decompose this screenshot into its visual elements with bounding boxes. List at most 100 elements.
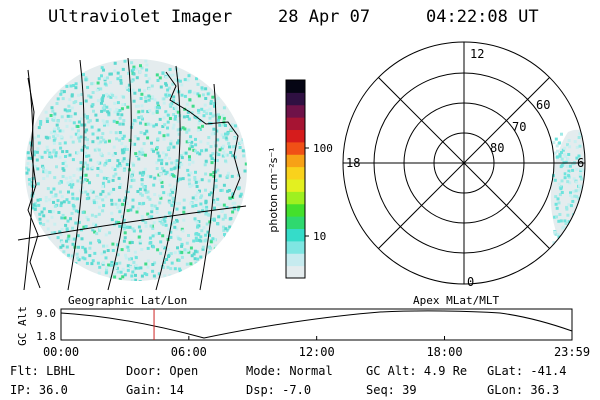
emission-pixel [138,150,142,154]
emission-pixel [194,198,198,202]
emission-pixel [151,234,155,238]
emission-pixel [94,214,98,218]
emission-pixel [172,123,176,127]
emission-pixel [182,210,186,214]
emission-pixel [213,247,217,251]
emission-pixel [214,170,218,174]
emission-pixel [120,248,124,252]
emission-pixel [77,93,80,97]
emission-pixel [177,258,181,262]
emission-pixel [153,261,157,265]
ip-info: IP: 36.0 [10,383,68,397]
emission-pixel [131,205,135,209]
emission-pixel [204,212,208,216]
emission-pixel [197,233,201,237]
emission-pixel [186,168,190,172]
emission-pixel [148,109,152,113]
emission-pixel [196,82,200,86]
emission-pixel [101,185,105,188]
emission-pixel [145,63,149,67]
emission-pixel [84,99,88,103]
emission-pixel [31,206,35,210]
emission-pixel [213,132,217,136]
emission-pixel [67,200,71,204]
emission-pixel [99,140,103,144]
emission-pixel [104,256,108,260]
emission-pixel [185,262,189,266]
emission-pixel [61,90,65,94]
emission-pixel [207,179,211,183]
emission-pixel [133,268,136,271]
emission-pixel [65,227,69,231]
emission-pixel [188,185,192,188]
emission-pixel [131,161,135,165]
emission-pixel [124,245,128,249]
emission-pixel [99,192,103,196]
emission-pixel [62,90,66,94]
emission-pixel [117,203,121,207]
emission-pixel [70,106,74,110]
instrument-title: Ultraviolet Imager [48,7,233,27]
colorbar-tick-10: 10 [313,230,326,243]
emission-pixel [204,172,208,176]
emission-pixel [587,229,590,232]
emission-pixel [146,246,150,250]
emission-pixel [116,164,120,168]
emission-pixel [563,146,567,150]
emission-pixel [130,257,133,261]
emission-pixel [557,182,561,186]
glat-info: GLat: -41.4 [487,364,567,378]
emission-pixel [152,149,155,153]
emission-pixel [44,199,48,203]
emission-pixel [560,191,564,194]
emission-pixel [107,177,111,181]
emission-pixel [42,214,46,218]
emission-pixel [122,227,126,231]
emission-pixel [125,163,129,166]
emission-pixel [172,145,176,149]
emission-pixel [159,240,163,244]
emission-pixel [225,206,229,209]
emission-pixel [166,247,170,251]
emission-pixel [218,115,221,119]
emission-pixel [118,277,122,281]
emission-pixel [95,118,99,122]
emission-pixel [68,98,72,102]
emission-pixel [160,166,164,170]
emission-pixel [233,124,237,128]
emission-pixel [40,155,44,159]
emission-pixel [153,176,157,180]
emission-pixel [180,154,183,158]
emission-pixel [227,141,231,145]
emission-pixel [93,230,97,234]
emission-pixel [581,168,585,172]
emission-pixel [231,123,234,127]
emission-pixel [199,235,203,239]
emission-pixel [58,190,62,194]
emission-pixel [146,190,150,194]
emission-pixel [121,67,125,71]
emission-pixel [206,245,210,249]
colorbar-cell [286,166,305,180]
emission-pixel [146,212,150,216]
emission-pixel [116,77,120,81]
emission-pixel [139,266,143,270]
colorbar-cell [286,240,305,254]
emission-pixel [229,151,233,154]
emission-pixel [562,153,566,157]
emission-pixel [90,125,94,129]
emission-pixel [143,167,147,171]
emission-pixel [114,131,118,135]
emission-pixel [60,115,64,119]
emission-pixel [131,88,135,92]
emission-pixel [204,148,208,152]
emission-pixel [188,89,192,93]
emission-pixel [107,192,111,196]
emission-pixel [154,232,158,236]
emission-pixel [158,117,162,121]
emission-pixel [151,226,155,230]
emission-pixel [119,164,123,168]
emission-pixel [167,86,171,90]
emission-pixel [126,188,130,192]
emission-pixel [153,204,157,208]
